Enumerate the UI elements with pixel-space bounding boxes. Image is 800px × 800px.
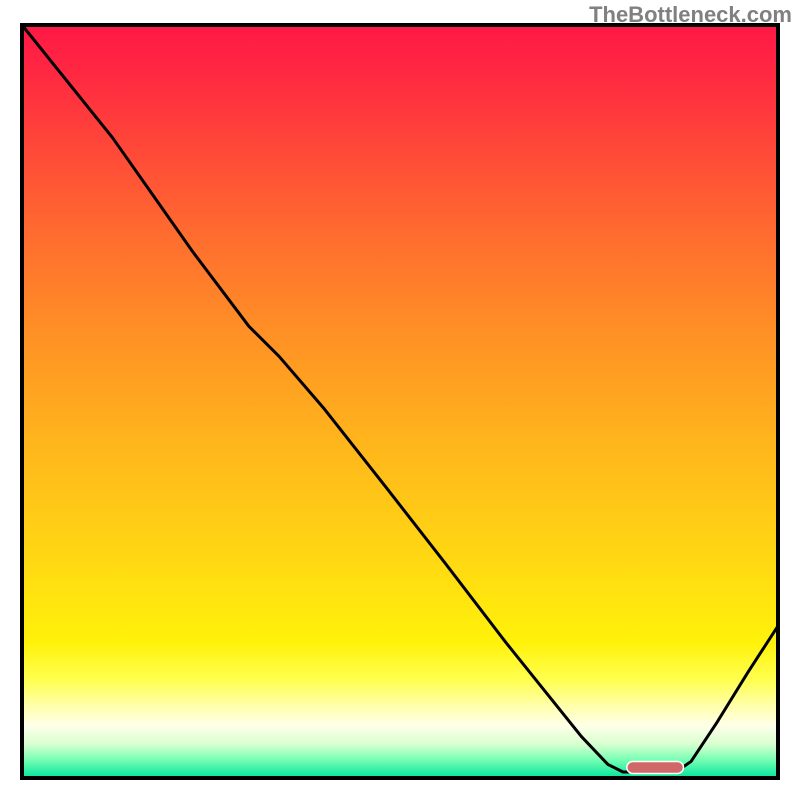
chart-container: TheBottleneck.com — [0, 0, 800, 800]
optimal-range-pill — [627, 761, 684, 773]
bottleneck-chart — [0, 0, 800, 800]
plot-gradient-background — [22, 25, 778, 778]
watermark-text: TheBottleneck.com — [589, 2, 792, 28]
